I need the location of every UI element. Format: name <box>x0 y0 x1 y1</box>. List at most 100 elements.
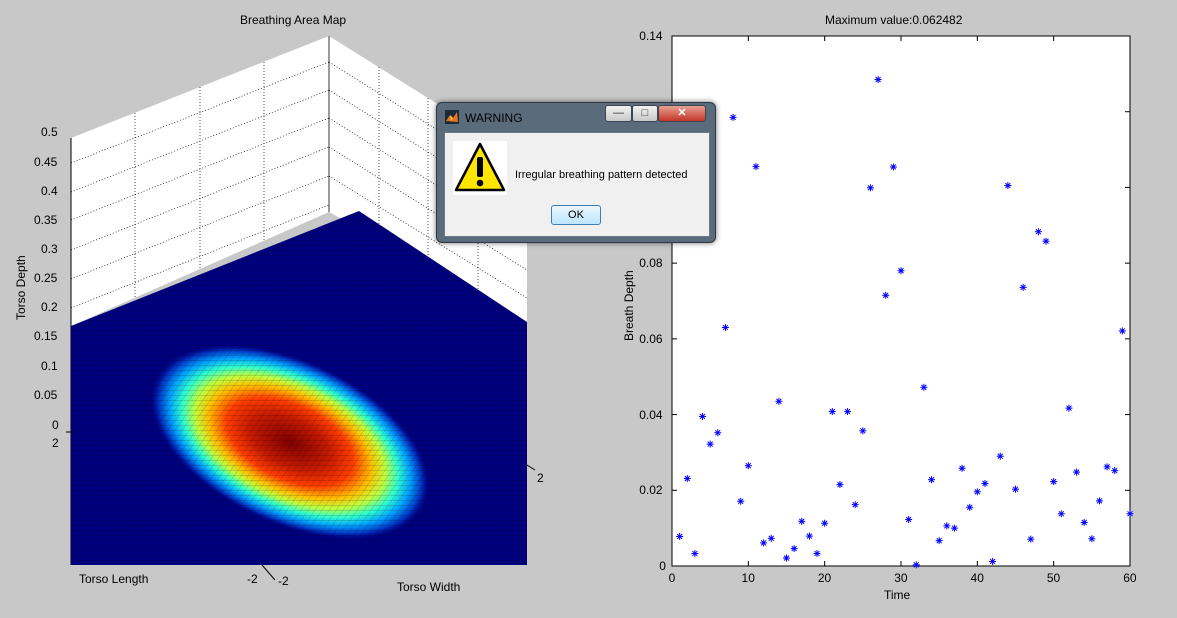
data-point <box>821 519 829 527</box>
data-point <box>1034 228 1042 236</box>
dialog-message: Irregular breathing pattern detected <box>515 169 688 181</box>
data-point <box>844 408 852 416</box>
z-tick-label: 0.35 <box>34 213 58 227</box>
scatter-title: Maximum value:0.062482 <box>825 13 963 27</box>
scatter-x-axis-label: Time <box>884 588 911 602</box>
z-tick-label: 0.3 <box>41 242 58 256</box>
data-point <box>737 497 745 505</box>
data-point <box>744 462 752 470</box>
warning-dialog: WARNING — □ ✕ Irregular breathing patter… <box>436 102 716 243</box>
z-tick-label: 0.45 <box>34 155 58 169</box>
z-tick-label: 0.15 <box>34 329 58 343</box>
data-point <box>798 517 806 525</box>
data-point <box>851 501 859 509</box>
x-tick-label: 40 <box>970 571 984 585</box>
data-point <box>859 427 867 435</box>
data-point <box>828 408 836 416</box>
data-point <box>760 539 768 547</box>
data-point <box>1057 510 1065 518</box>
data-point <box>1088 535 1096 543</box>
x-tick-label: 30 <box>894 571 908 585</box>
data-point <box>1118 327 1126 335</box>
z-tick-label: 0.4 <box>41 184 58 198</box>
data-point <box>805 532 813 540</box>
z-tick-label: 0.5 <box>41 125 58 139</box>
data-point <box>721 324 729 331</box>
data-point <box>1095 497 1103 505</box>
close-icon[interactable]: ✕ <box>658 105 706 122</box>
data-point <box>1042 237 1050 245</box>
z-tick-label: 0.05 <box>34 388 58 402</box>
data-point <box>1012 485 1019 493</box>
data-point <box>905 515 913 523</box>
x-axis-label: Torso Length <box>79 572 149 586</box>
data-point <box>1050 478 1058 486</box>
data-point <box>691 550 699 558</box>
z-tick-label: 0.2 <box>41 300 58 314</box>
data-point <box>912 561 920 569</box>
data-point <box>1103 463 1111 471</box>
data-point <box>836 481 844 489</box>
z-tick-label: 0.25 <box>34 271 58 285</box>
y-tick-label: 0.06 <box>639 331 663 346</box>
data-point <box>897 267 905 275</box>
x-tick-label: 0 <box>668 571 676 585</box>
data-point <box>958 464 966 472</box>
data-point <box>928 476 936 484</box>
data-point <box>874 76 882 84</box>
maximize-icon[interactable]: □ <box>632 105 658 122</box>
data-point <box>729 113 737 121</box>
data-point <box>1080 518 1088 526</box>
data-point <box>775 397 783 405</box>
surface-plot-title: Breathing Area Map <box>240 13 347 27</box>
dialog-titlebar[interactable]: WARNING — □ ✕ <box>437 103 715 131</box>
z-tick-label: 0 <box>52 418 59 432</box>
x-tick-label: 2 <box>52 436 59 450</box>
y-axis-label: Torso Width <box>397 580 461 594</box>
data-point <box>943 522 951 530</box>
x-tick-label: 10 <box>741 571 755 585</box>
z-tick-label: 0.1 <box>41 359 58 373</box>
y-tick-label: 0.08 <box>639 256 663 271</box>
y-tick-label: 2 <box>537 471 544 485</box>
data-point <box>996 452 1004 460</box>
x-tick-label: 60 <box>1123 571 1137 585</box>
surface-plot <box>66 36 536 581</box>
dialog-body: Irregular breathing pattern detected OK <box>444 132 710 237</box>
data-point <box>866 184 874 192</box>
y-tick-label: 0.04 <box>639 407 663 422</box>
data-point <box>783 554 790 562</box>
data-point <box>1019 283 1027 291</box>
y-tick-label: 0 <box>659 559 666 573</box>
data-point <box>989 557 997 565</box>
data-point <box>882 291 890 299</box>
dialog-title: WARNING <box>465 111 523 125</box>
data-point <box>1027 535 1035 543</box>
matlab-icon <box>445 110 459 124</box>
data-point <box>767 534 775 542</box>
data-point <box>699 412 707 420</box>
data-point <box>935 537 943 545</box>
ok-button[interactable]: OK <box>551 205 601 225</box>
data-point <box>973 488 981 496</box>
data-point <box>676 532 684 540</box>
minimize-icon[interactable]: — <box>605 105 632 122</box>
data-point <box>1126 510 1134 518</box>
data-point <box>1073 468 1081 476</box>
y-tick-label: 0.14 <box>639 29 663 43</box>
warning-triangle-icon <box>453 141 507 195</box>
y-tick-label: -2 <box>278 574 289 588</box>
y-tick-label: 0.02 <box>639 483 663 498</box>
data-point <box>950 524 958 532</box>
data-point <box>683 475 691 483</box>
data-point <box>706 440 714 448</box>
data-point <box>920 383 928 391</box>
data-point <box>1004 182 1012 190</box>
x-tick-label: -2 <box>247 572 258 586</box>
data-point <box>1065 404 1073 412</box>
data-point <box>1111 467 1119 475</box>
data-point <box>714 429 722 437</box>
data-point <box>790 545 798 553</box>
data-point <box>752 163 760 171</box>
